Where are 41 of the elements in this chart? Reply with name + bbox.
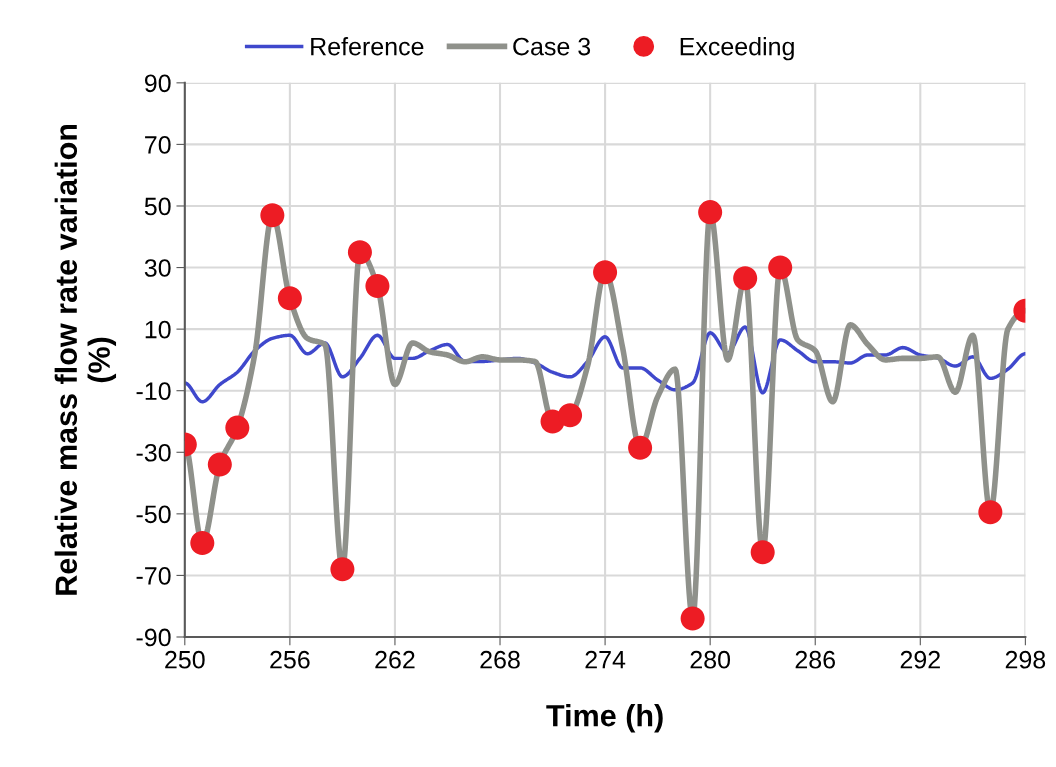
x-tick-label: 286 — [795, 650, 835, 669]
point — [365, 274, 390, 299]
point — [225, 415, 250, 440]
y-tick-label: 70 — [145, 136, 171, 154]
y-tick-label: 10 — [145, 320, 171, 339]
y-tick-label: -30 — [136, 443, 171, 462]
legend-label: Reference — [311, 37, 424, 56]
point — [698, 200, 723, 225]
legend-label: Case 3 — [513, 37, 591, 56]
x-tick-label: 262 — [375, 650, 415, 669]
point — [978, 500, 1003, 525]
y-axis-title: Relative mass flow rate variation (%) — [54, 124, 117, 595]
y-tick-label: 30 — [144, 259, 171, 277]
y-tick-label: 50 — [144, 197, 171, 216]
y-tick-label: -50 — [136, 505, 171, 524]
point — [680, 606, 705, 631]
legend-label: Exceeding — [680, 37, 794, 61]
y-tick-label: -10 — [136, 382, 171, 401]
point — [558, 403, 583, 428]
point — [207, 452, 232, 477]
y-tick-label: -70 — [136, 567, 171, 585]
point — [347, 240, 372, 265]
point — [330, 557, 355, 582]
x-tick-label: 298 — [1005, 650, 1046, 669]
x-tick-label: 280 — [690, 650, 731, 669]
x-tick-label: 256 — [270, 650, 310, 669]
point — [750, 540, 775, 565]
x-tick-label: 250 — [165, 650, 205, 669]
point — [260, 203, 285, 228]
point — [628, 435, 653, 460]
point — [593, 260, 618, 285]
point — [733, 266, 758, 291]
y-tick-label: 90 — [144, 74, 171, 93]
x-tick-label: 274 — [585, 650, 626, 669]
point — [190, 531, 215, 556]
x-tick-label: 292 — [900, 650, 940, 669]
x-tick-label: 268 — [480, 650, 520, 669]
y-tick-label: -90 — [136, 628, 171, 647]
x-axis-title: Time (h) — [546, 704, 663, 733]
point — [277, 286, 302, 311]
point — [768, 255, 793, 280]
